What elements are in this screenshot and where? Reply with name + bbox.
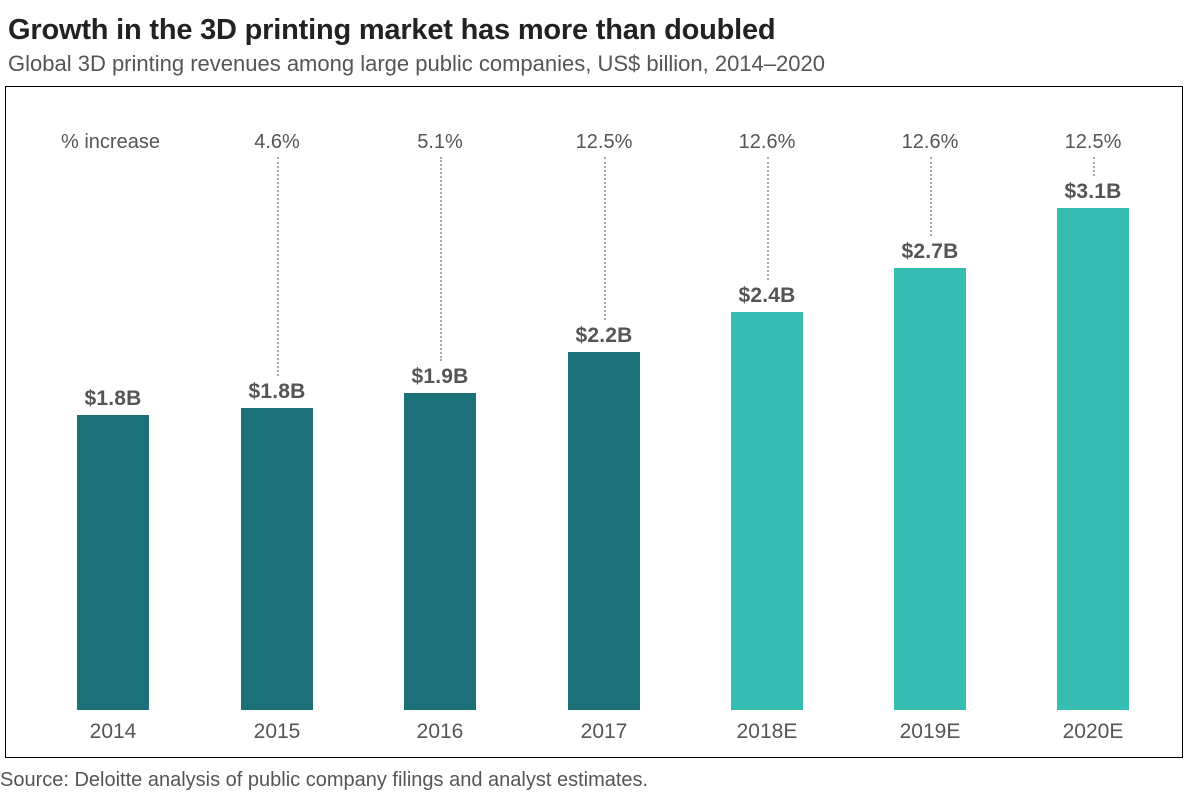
pct-increase-label: 12.6% <box>860 131 1000 154</box>
pct-increase-label: 12.5% <box>534 131 674 154</box>
x-axis-label: 2014 <box>43 720 183 744</box>
bar-value-label: $2.2B <box>534 324 674 348</box>
chart-title: Growth in the 3D printing market has mor… <box>8 14 1170 47</box>
pct-increase-label: 12.6% <box>697 131 837 154</box>
pct-increase-label: 5.1% <box>370 131 510 154</box>
pct-increase-label: 12.5% <box>1023 131 1163 154</box>
bar <box>77 415 149 710</box>
bar-value-label: $1.8B <box>43 387 183 411</box>
pct-connector-line <box>1093 157 1095 176</box>
pct-connector-line <box>440 157 442 361</box>
x-axis-label: 2016 <box>370 720 510 744</box>
chart-subtitle: Global 3D printing revenues among large … <box>8 51 1170 77</box>
x-axis-label: 2019E <box>860 720 1000 744</box>
bar-value-label: $3.1B <box>1023 180 1163 204</box>
bar <box>241 408 313 710</box>
bar <box>1057 208 1129 710</box>
bar <box>404 393 476 710</box>
x-axis-label: 2017 <box>534 720 674 744</box>
bar <box>894 268 966 710</box>
bar-value-label: $1.8B <box>207 380 347 404</box>
bar <box>568 352 640 710</box>
x-axis-label: 2015 <box>207 720 347 744</box>
pct-connector-line <box>277 157 279 376</box>
pct-increase-label: 4.6% <box>207 131 347 154</box>
pct-connector-line <box>604 157 606 320</box>
x-axis-label: 2020E <box>1023 720 1163 744</box>
bar-value-label: $2.4B <box>697 284 837 308</box>
bar <box>731 312 803 710</box>
source-text: Source: Deloitte analysis of public comp… <box>0 769 648 792</box>
pct-connector-line <box>930 157 932 236</box>
chart-area: % increase $1.8B 2014 $1.8B 4.6% 2015 $1.9B 5.… <box>5 86 1183 758</box>
bar-value-label: $1.9B <box>370 365 510 389</box>
chart-container: Growth in the 3D printing market has mor… <box>0 0 1188 796</box>
pct-connector-line <box>767 157 769 280</box>
pct-increase-heading: % increase <box>61 131 160 154</box>
bar-value-label: $2.7B <box>860 240 1000 264</box>
x-axis-label: 2018E <box>697 720 837 744</box>
